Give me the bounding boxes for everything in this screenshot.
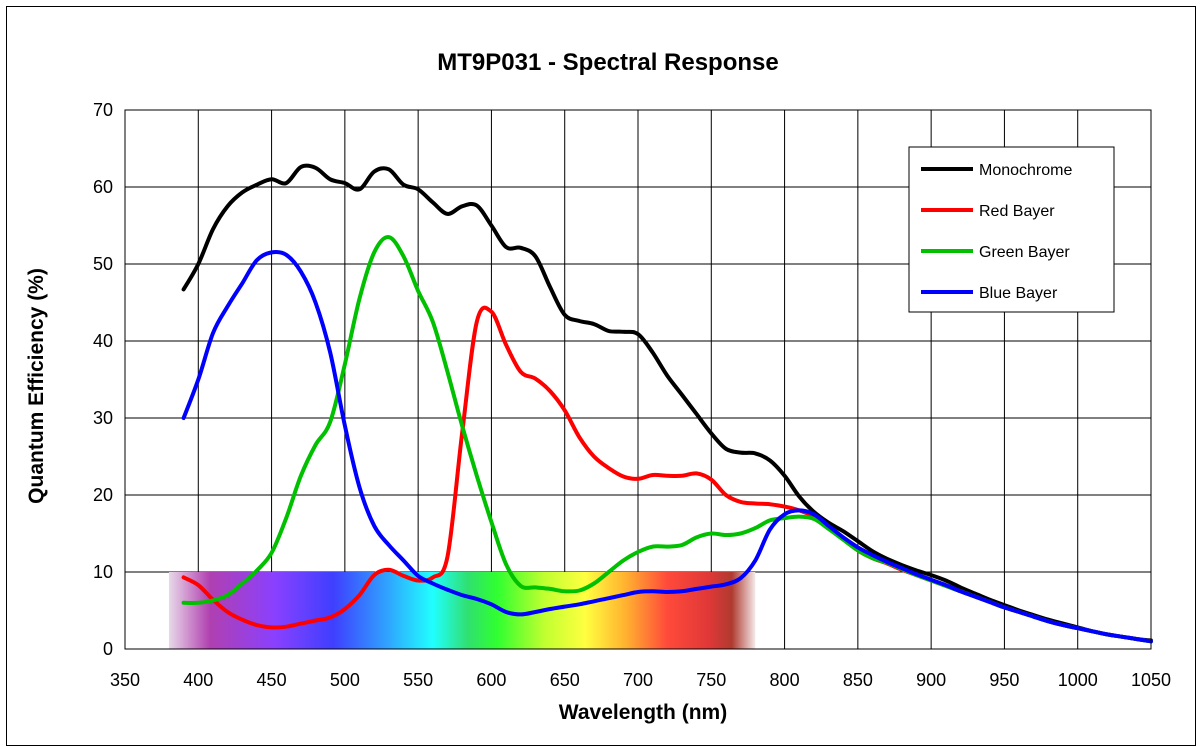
x-tick-label: 850 [843,670,873,690]
x-tick-label: 700 [623,670,653,690]
x-axis-label: Wavelength (nm) [559,701,727,724]
spectral-response-chart: MT9P031 - Spectral Response 350 400 450 500… [25,49,1171,724]
series-line-monochrome [181,163,1153,643]
x-tick-label: 500 [330,670,360,690]
x-tick-label: 450 [257,670,287,690]
x-tick-label: 1000 [1058,670,1098,690]
legend-label: Monochrome [979,162,1072,179]
x-tick-label: 750 [696,670,726,690]
x-tick-label: 800 [770,670,800,690]
chart-title: MT9P031 - Spectral Response [437,49,778,76]
chart-frame: MT9P031 - Spectral Response 350 400 450 500… [6,6,1196,746]
y-tick-label: 10 [93,562,113,582]
y-tick-label: 60 [93,177,113,197]
tick-labels: 350 400 450 500 550 600 650 700 750 800 850 900 950 1… [93,100,1171,690]
y-tick-label: 0 [103,639,113,659]
x-tick-label: 1050 [1131,670,1171,690]
visible-spectrum-band [168,572,756,649]
x-tick-label: 900 [916,670,946,690]
x-tick-label: 650 [550,670,580,690]
series-line-blue-bayer [181,249,1153,644]
x-tick-label: 600 [476,670,506,690]
x-tick-label: 550 [403,670,433,690]
x-tick-label: 350 [110,670,140,690]
x-tick-label: 400 [183,670,213,690]
y-tick-label: 70 [93,100,113,120]
legend-label: Blue Bayer [979,285,1058,302]
legend-label: Green Bayer [979,244,1070,261]
y-axis-label: Quantum Efficiency (%) [25,268,48,504]
legend: Monochrome Red Bayer Green Bayer Blue Bayer [908,146,1115,313]
y-tick-label: 20 [93,485,113,505]
x-tick-label: 950 [989,670,1019,690]
y-tick-label: 40 [93,331,113,351]
series-layer [181,163,1153,644]
y-tick-label: 30 [93,408,113,428]
legend-box [908,146,1115,313]
y-tick-label: 50 [93,254,113,274]
legend-label: Red Bayer [979,203,1055,220]
plot-area-border [124,109,1152,650]
